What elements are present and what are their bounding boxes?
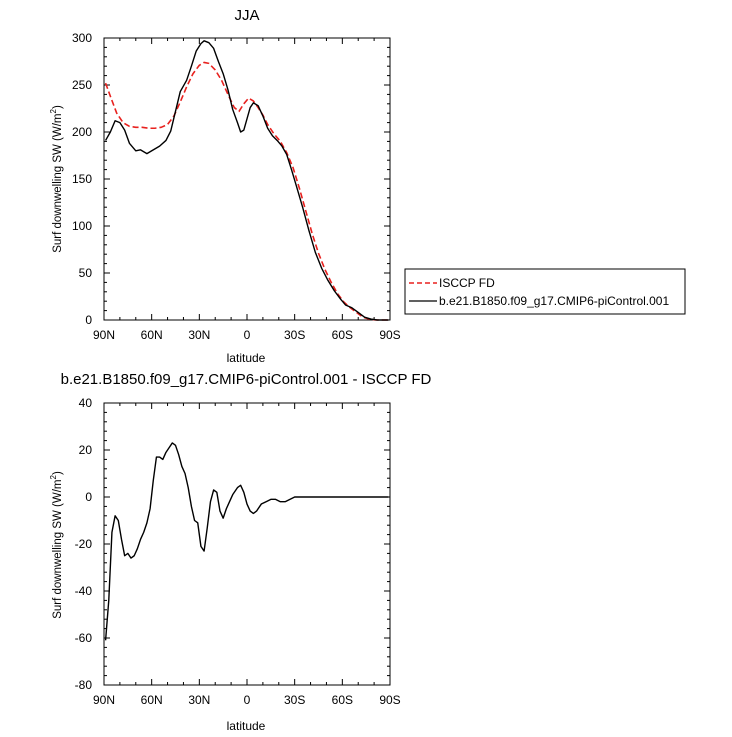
top-series-line-b-e21-b1850-f09-g17-cmip6-picontrol-001: [104, 40, 389, 321]
top-y-tick-label: 300: [72, 31, 92, 45]
top-chart-title: JJA: [234, 7, 259, 24]
top-y-tick-label: 250: [72, 78, 92, 92]
top-y-axis-label: Surf downwelling SW (W/m2): [49, 105, 64, 253]
top-series-line-isccp-fd: [104, 61, 389, 321]
top-x-tick-label: 60S: [332, 328, 353, 342]
top-series-group: [104, 40, 389, 321]
bottom-series-line-difference: [104, 442, 389, 641]
legend-label-model: b.e21.B1850.f09_g17.CMIP6-piControl.001: [439, 294, 669, 308]
top-x-tick-label: 30N: [188, 328, 210, 342]
bottom-y-tick-label: 0: [85, 490, 92, 504]
bottom-axis-ticks: 90N 60N 30N 0 30S 60S 90S -80 -60 -40 -20 0 20 40: [75, 396, 401, 707]
bottom-x-tick-label: 90N: [93, 693, 115, 707]
legend-label-isccp: ISCCP FD: [439, 276, 495, 290]
top-y-tick-label: 150: [72, 172, 92, 186]
top-x-tick-label: 0: [244, 328, 251, 342]
top-y-tick-label: 0: [85, 313, 92, 327]
top-y-tick-label: 50: [79, 266, 93, 280]
top-x-tick-label: 30S: [284, 328, 305, 342]
top-axis-ticks: 90N 60N 30N 0 30S 60S 90S 0 50 100 150 200 250 300: [72, 31, 401, 342]
bottom-x-tick-label: 60S: [332, 693, 353, 707]
bottom-plot-frame: [103, 402, 391, 686]
bottom-x-tick-label: 90S: [379, 693, 400, 707]
bottom-y-axis-label: Surf downwelling SW (W/m2): [49, 471, 64, 619]
top-y-tick-label: 200: [72, 125, 92, 139]
bottom-y-tick-label: 40: [79, 396, 93, 410]
bottom-x-axis-label: latitude: [227, 719, 266, 733]
top-x-tick-label: 90N: [93, 328, 115, 342]
bottom-chart-title: b.e21.B1850.f09_g17.CMIP6-piControl.001 …: [61, 371, 432, 388]
top-x-tick-label: 90S: [379, 328, 400, 342]
bottom-y-tick-label: -40: [75, 584, 93, 598]
bottom-x-tick-label: 0: [244, 693, 251, 707]
bottom-y-tick-label: -20: [75, 537, 93, 551]
bottom-series-group: [104, 442, 389, 641]
bottom-x-tick-label: 30S: [284, 693, 305, 707]
top-panel: JJA Surf downwelling SW (W/m2) latitude …: [49, 7, 686, 365]
top-x-tick-label: 60N: [141, 328, 163, 342]
top-legend: ISCCP FD b.e21.B1850.f09_g17.CMIP6-piCon…: [404, 268, 686, 315]
top-legend-box: [404, 268, 686, 315]
bottom-panel: b.e21.B1850.f09_g17.CMIP6-piControl.001 …: [49, 371, 432, 733]
bottom-y-tick-label: -80: [75, 678, 93, 692]
bottom-y-tick-label: -60: [75, 631, 93, 645]
top-y-tick-label: 100: [72, 219, 92, 233]
bottom-x-tick-label: 60N: [141, 693, 163, 707]
top-x-axis-label: latitude: [227, 351, 266, 365]
bottom-y-tick-label: 20: [79, 443, 93, 457]
bottom-x-tick-label: 30N: [188, 693, 210, 707]
top-plot-frame: [103, 37, 391, 321]
